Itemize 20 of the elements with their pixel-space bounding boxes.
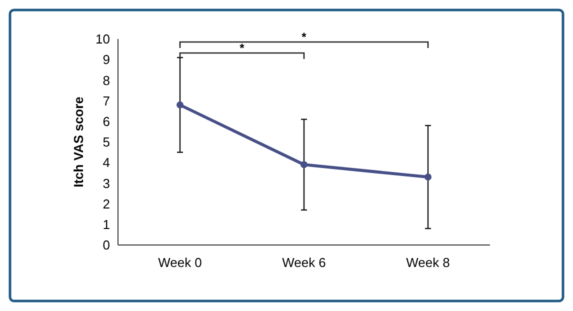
- y-tick-label: 6: [102, 114, 110, 129]
- point: [300, 161, 308, 168]
- y-tick-label: 7: [102, 93, 110, 108]
- y-tick-label: 4: [102, 155, 110, 170]
- point: [176, 101, 184, 108]
- point: [424, 174, 432, 181]
- y-axis-title: Itch VAS score: [71, 96, 86, 188]
- annotation: *: [240, 41, 245, 55]
- annotation: *: [302, 30, 307, 44]
- y-tick-label: 0: [102, 238, 110, 253]
- y-tick-label: 10: [96, 32, 110, 47]
- y-tick-label: 5: [102, 134, 110, 150]
- y-tick-label: 9: [102, 52, 110, 68]
- y-tick-label: 2: [102, 196, 110, 212]
- y-tick-label: 3: [102, 176, 110, 191]
- y-tick-label: 8: [102, 72, 110, 88]
- x-tick-label: Week 0: [158, 255, 202, 270]
- x-tick-label: Week 6: [282, 255, 326, 270]
- x-tick-label: Week 8: [406, 255, 450, 270]
- y-tick-label: 1: [102, 216, 110, 232]
